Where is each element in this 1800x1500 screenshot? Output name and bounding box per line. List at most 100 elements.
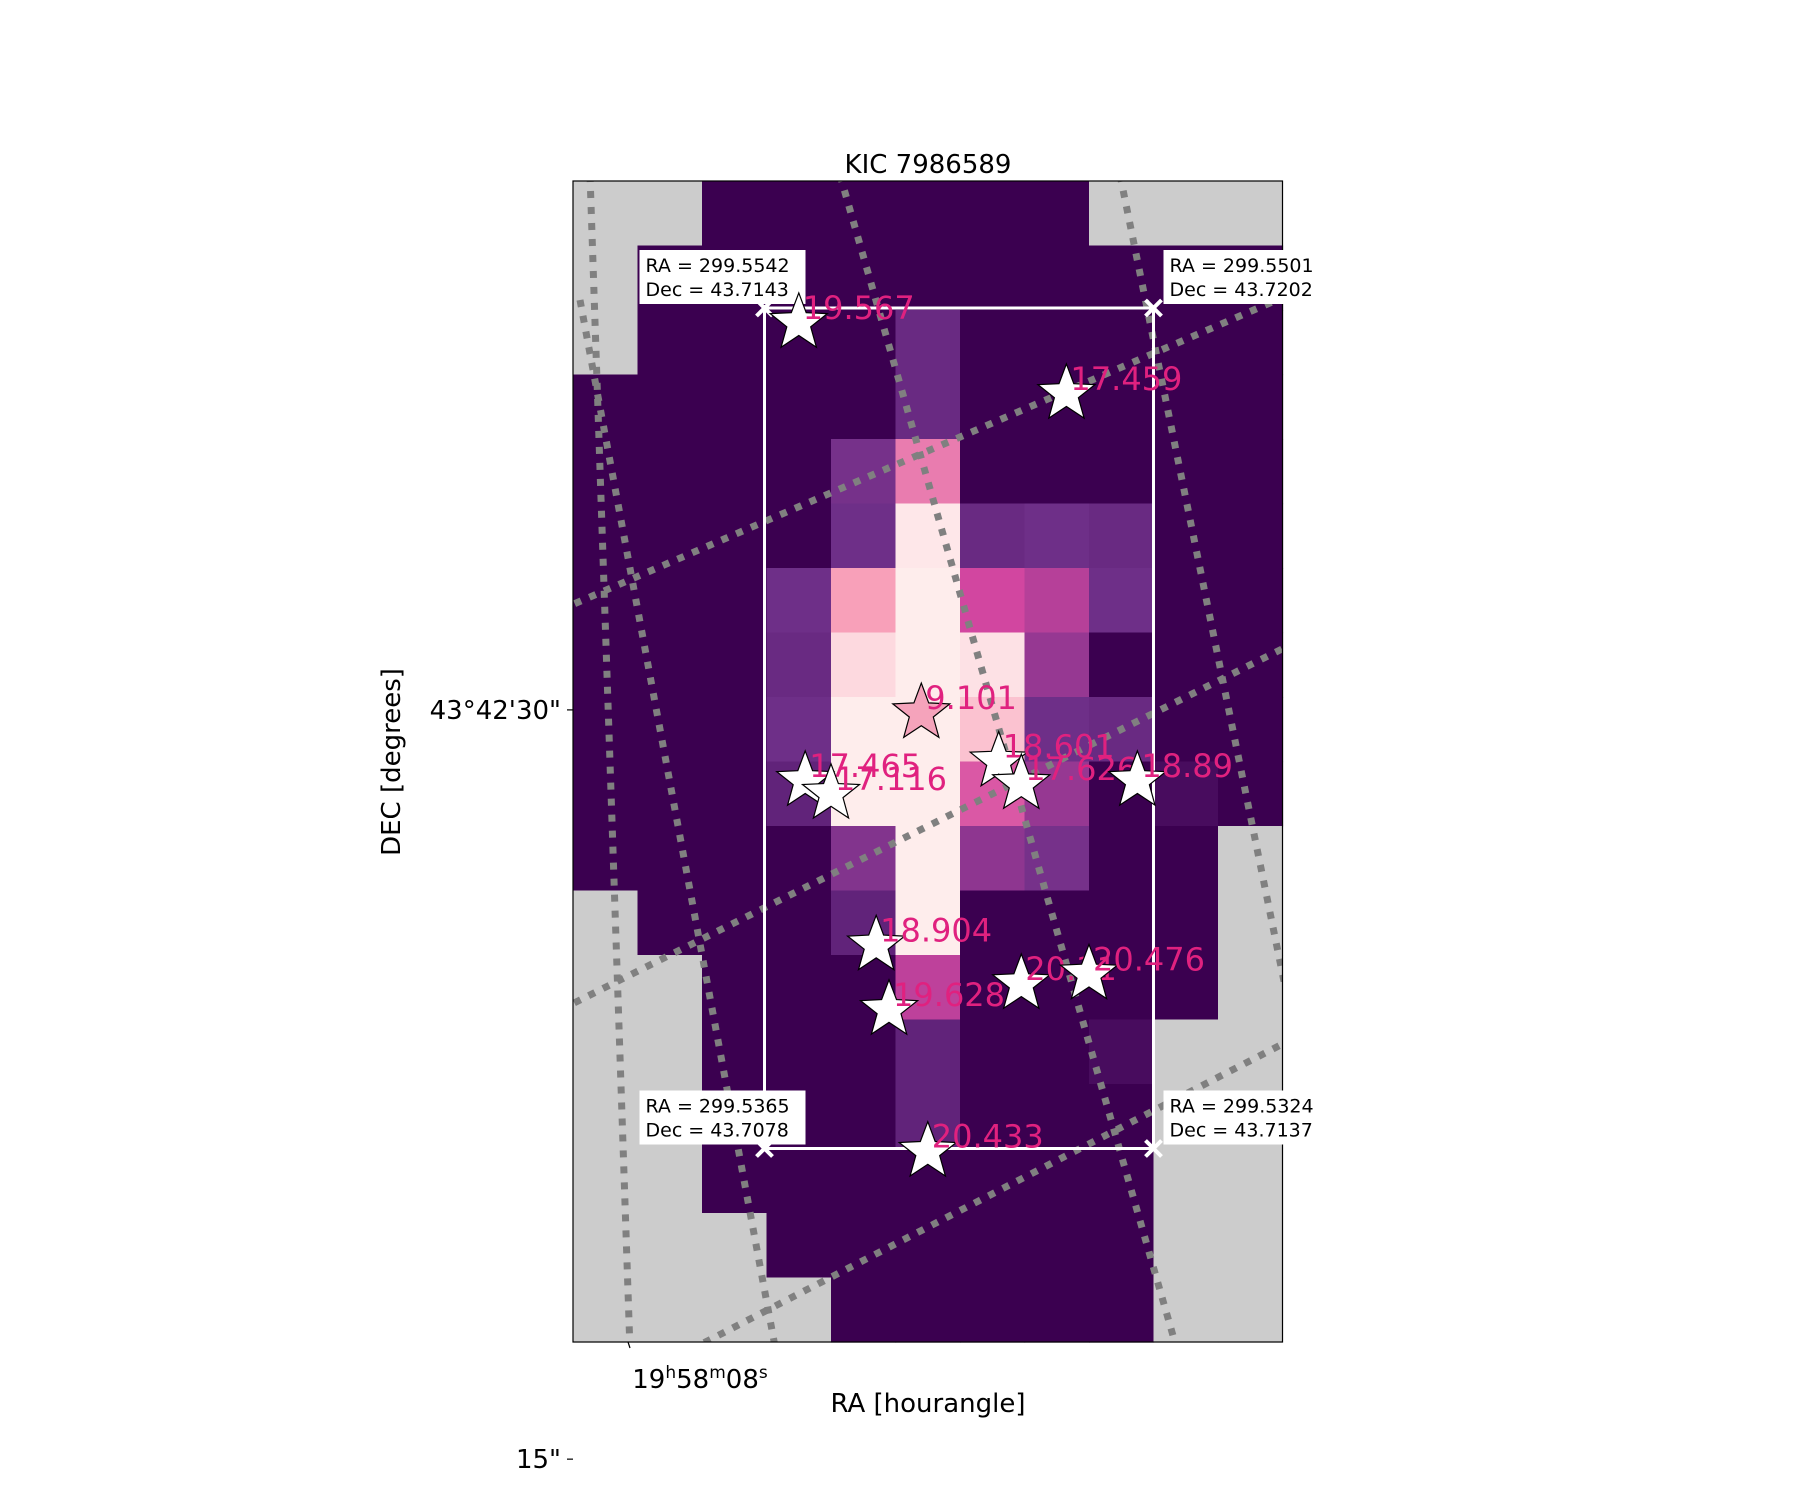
pixel-cell [831,1213,897,1279]
pixel-cell [766,955,832,1021]
pixel-cell [702,1277,768,1343]
pixel-cell [702,1148,768,1214]
pixel-cell [1089,439,1155,505]
pixel-cell [1153,1148,1219,1214]
pixel-cell [1218,568,1284,634]
pixel-cell [895,245,961,311]
pixel-cell [1089,890,1155,956]
pixel-cell [960,1213,1026,1279]
target-star: 9.101 [891,679,1017,739]
pixel-cell [895,181,961,247]
pixel-cell [702,632,768,698]
star-icon [775,749,836,807]
pixel-cell [766,503,832,569]
pixel-cell [1218,955,1284,1021]
pixel-cell [637,1148,703,1214]
pixel-cell [637,374,703,440]
pixel-cell [831,374,897,440]
grid-line [697,1040,1283,1342]
star-magnitude-label: 17.116 [835,760,947,798]
pixel-cell [1089,245,1155,311]
pixel-cell [637,1277,703,1343]
pixel-cell [895,1019,961,1085]
corner-dec-label: Dec = 43.7202 [1170,279,1313,301]
star-magnitude-label: 20.433 [932,1118,1044,1156]
neighbor-star: 18.89 [1107,747,1233,807]
pixel-cell [831,632,897,698]
aperture-rectangle [763,306,1155,1150]
pixel-cell [637,1019,703,1085]
y-tick-label: 15" [516,1445,561,1475]
grid-line [573,293,1283,609]
star-magnitude-label: 9.101 [925,679,1017,717]
pixel-cell [1218,374,1284,440]
pixel-cell [1218,1148,1284,1214]
pixel-cell [1024,1277,1090,1343]
x-tick-label: 19h58m08s [632,1363,768,1395]
pixel-cell [1024,1213,1090,1279]
pixel-cell [573,245,639,311]
pixel-cell [1218,181,1284,247]
pixel-cell [702,310,768,376]
star-magnitude-label: 17.626 [1025,750,1137,788]
star-magnitude-label: 17.459 [1070,360,1182,398]
pixel-cell [702,761,768,827]
pixel-cell [960,1019,1026,1085]
pixel-cell [766,697,832,763]
pixel-cell [1089,181,1155,247]
pixel-cell [702,568,768,634]
pixel-cell [702,1019,768,1085]
pixel-cell [1089,1277,1155,1343]
pixel-cell [960,245,1026,311]
x-axis-label: RA [hourangle] [830,1389,1025,1419]
pixel-cell [960,503,1026,569]
pixel-cell [831,503,897,569]
star-icon [1036,362,1097,420]
pixel-cell [766,1277,832,1343]
pixel-cell [831,1277,897,1343]
pixel-cell [637,826,703,892]
pixel-cell [895,503,961,569]
pixel-cell [1024,310,1090,376]
corner-ra-label: RA = 299.5501 [1170,255,1314,277]
pixel-cell [1153,310,1219,376]
pixel-cell [1089,632,1155,698]
pixel-cell [1218,310,1284,376]
neighbor-star: 17.116 [800,760,947,820]
pixel-cell [766,1148,832,1214]
pixel-cell [637,310,703,376]
pixel-cell [1218,1019,1284,1085]
pixel-cell [573,826,639,892]
pixel-cell [766,1213,832,1279]
pixel-cell [960,374,1026,440]
pixel-cell [766,181,832,247]
pixel-cell [1024,1148,1090,1214]
chart-title: KIC 7986589 [845,150,1012,180]
star-magnitude-label: 18.89 [1141,747,1233,785]
pixel-cell [895,890,961,956]
pixel-cell [1024,439,1090,505]
pixel-cell [702,439,768,505]
pixel-cell [1024,503,1090,569]
neighbor-star: 17.626 [991,750,1137,810]
pixel-cell [637,568,703,634]
corner-ra-label: RA = 299.5324 [1170,1096,1314,1118]
pixel-cell [766,439,832,505]
neighbor-star: 20.433 [897,1118,1044,1178]
pixel-cell [960,439,1026,505]
pixel-cell [1153,955,1219,1021]
pixel-cell [1218,826,1284,892]
pixel-cell [960,181,1026,247]
pixel-cell [1153,826,1219,892]
star-icon [897,1119,958,1178]
pixel-cell [702,503,768,569]
neighbor-star: 18.904 [845,911,992,971]
pixel-cell [766,1019,832,1085]
pixel-cell [1089,1148,1155,1214]
neighbor-star: 17.459 [1036,360,1182,420]
pixel-cell [702,697,768,763]
y-axis-label: DEC [degrees] [377,668,407,856]
star-icon [800,762,862,820]
